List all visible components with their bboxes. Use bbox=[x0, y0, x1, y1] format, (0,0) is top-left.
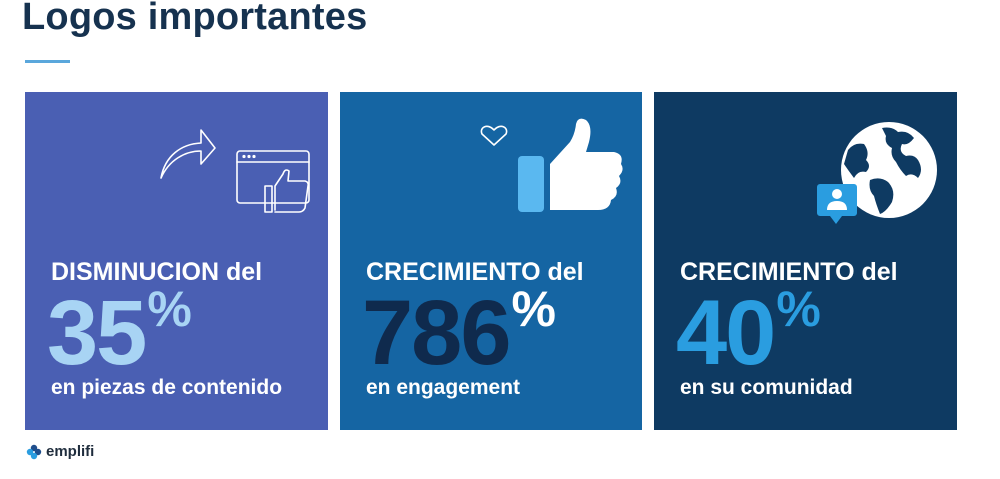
thumbs-up-with-heart-icon bbox=[476, 112, 626, 216]
share-arrow-and-like-window-icon bbox=[155, 118, 315, 218]
brand-logo: emplifi bbox=[26, 443, 94, 460]
card-heading: DISMINUCION del bbox=[51, 258, 263, 286]
stat-number: 35 bbox=[47, 282, 147, 384]
stat-percent: % bbox=[511, 281, 556, 337]
stat-card-community: CRECIMIENTO del 40% en su comunidad bbox=[654, 92, 957, 430]
stat-card-content-pieces: DISMINUCION del 35% en piezas de conteni… bbox=[25, 92, 328, 430]
stat-figure: 40% bbox=[676, 284, 821, 379]
brand-name: emplifi bbox=[46, 443, 95, 460]
stat-number: 40 bbox=[676, 282, 776, 384]
stat-percent: % bbox=[776, 281, 821, 337]
page-title: Logos importantes bbox=[22, 0, 368, 38]
stat-number: 786 bbox=[362, 282, 511, 384]
title-accent-rule bbox=[25, 60, 70, 63]
card-heading: CRECIMIENTO del bbox=[680, 258, 898, 286]
card-heading: CRECIMIENTO del bbox=[366, 258, 584, 286]
stat-figure: 35% bbox=[47, 284, 192, 379]
emplifi-logo-icon bbox=[26, 444, 42, 459]
stat-percent: % bbox=[147, 281, 192, 337]
stat-card-engagement: CRECIMIENTO del 786% en engagement bbox=[340, 92, 642, 430]
card-caption: en piezas de contenido bbox=[51, 376, 283, 399]
globe-with-user-icon bbox=[814, 120, 939, 228]
stat-figure: 786% bbox=[362, 284, 556, 379]
card-caption: en engagement bbox=[366, 376, 521, 399]
card-caption: en su comunidad bbox=[680, 376, 853, 399]
